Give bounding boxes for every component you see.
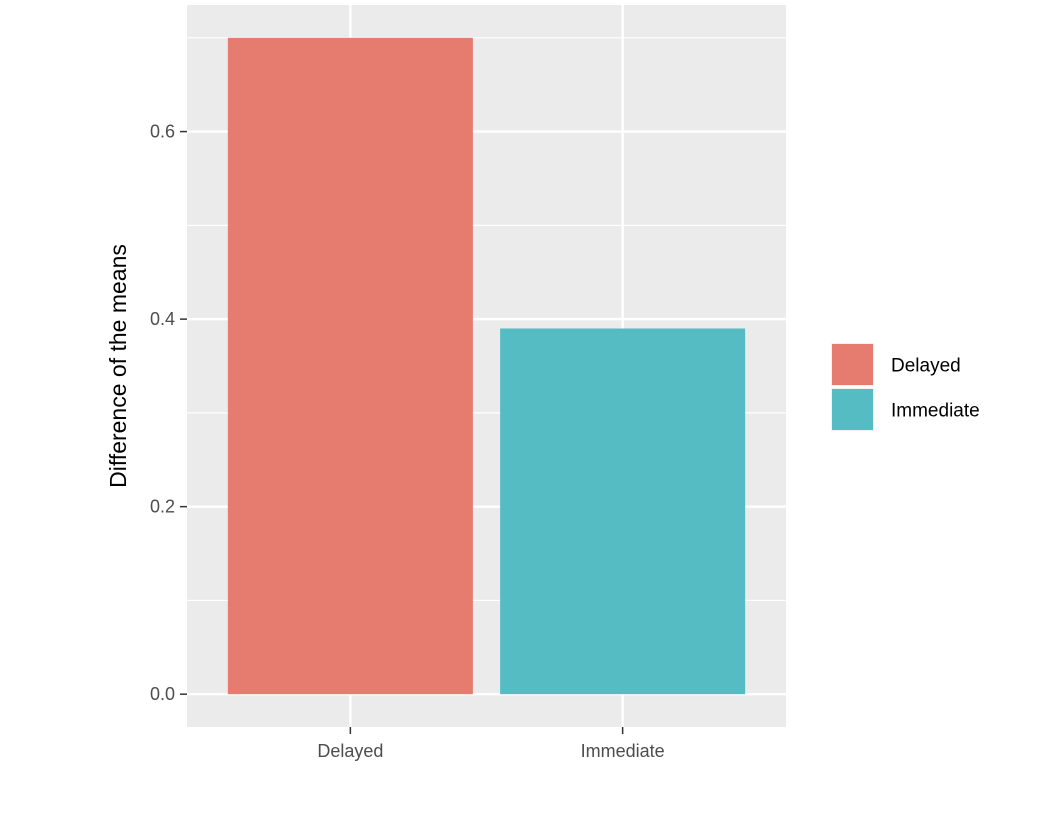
legend-key-delayed xyxy=(832,344,873,385)
x-tick-label: Immediate xyxy=(581,741,665,761)
bars xyxy=(227,37,746,695)
legend-label: Immediate xyxy=(891,401,980,422)
y-axis-title: Difference of the means xyxy=(105,244,131,488)
legend-key-immediate xyxy=(832,389,873,430)
x-tick-label: Delayed xyxy=(317,741,383,761)
legend-label: Delayed xyxy=(891,356,961,377)
y-tick-label: 0.6 xyxy=(150,122,175,142)
x-axis: Delayed Immediate xyxy=(317,727,665,761)
y-axis: 0.0 0.2 0.4 0.6 xyxy=(150,122,187,704)
bar-immediate xyxy=(500,328,746,695)
y-tick-label: 0.2 xyxy=(150,497,175,517)
y-tick-label: 0.0 xyxy=(150,684,175,704)
legend: Delayed Immediate xyxy=(831,343,980,431)
bar-delayed xyxy=(227,37,473,695)
y-tick-label: 0.4 xyxy=(150,309,175,329)
